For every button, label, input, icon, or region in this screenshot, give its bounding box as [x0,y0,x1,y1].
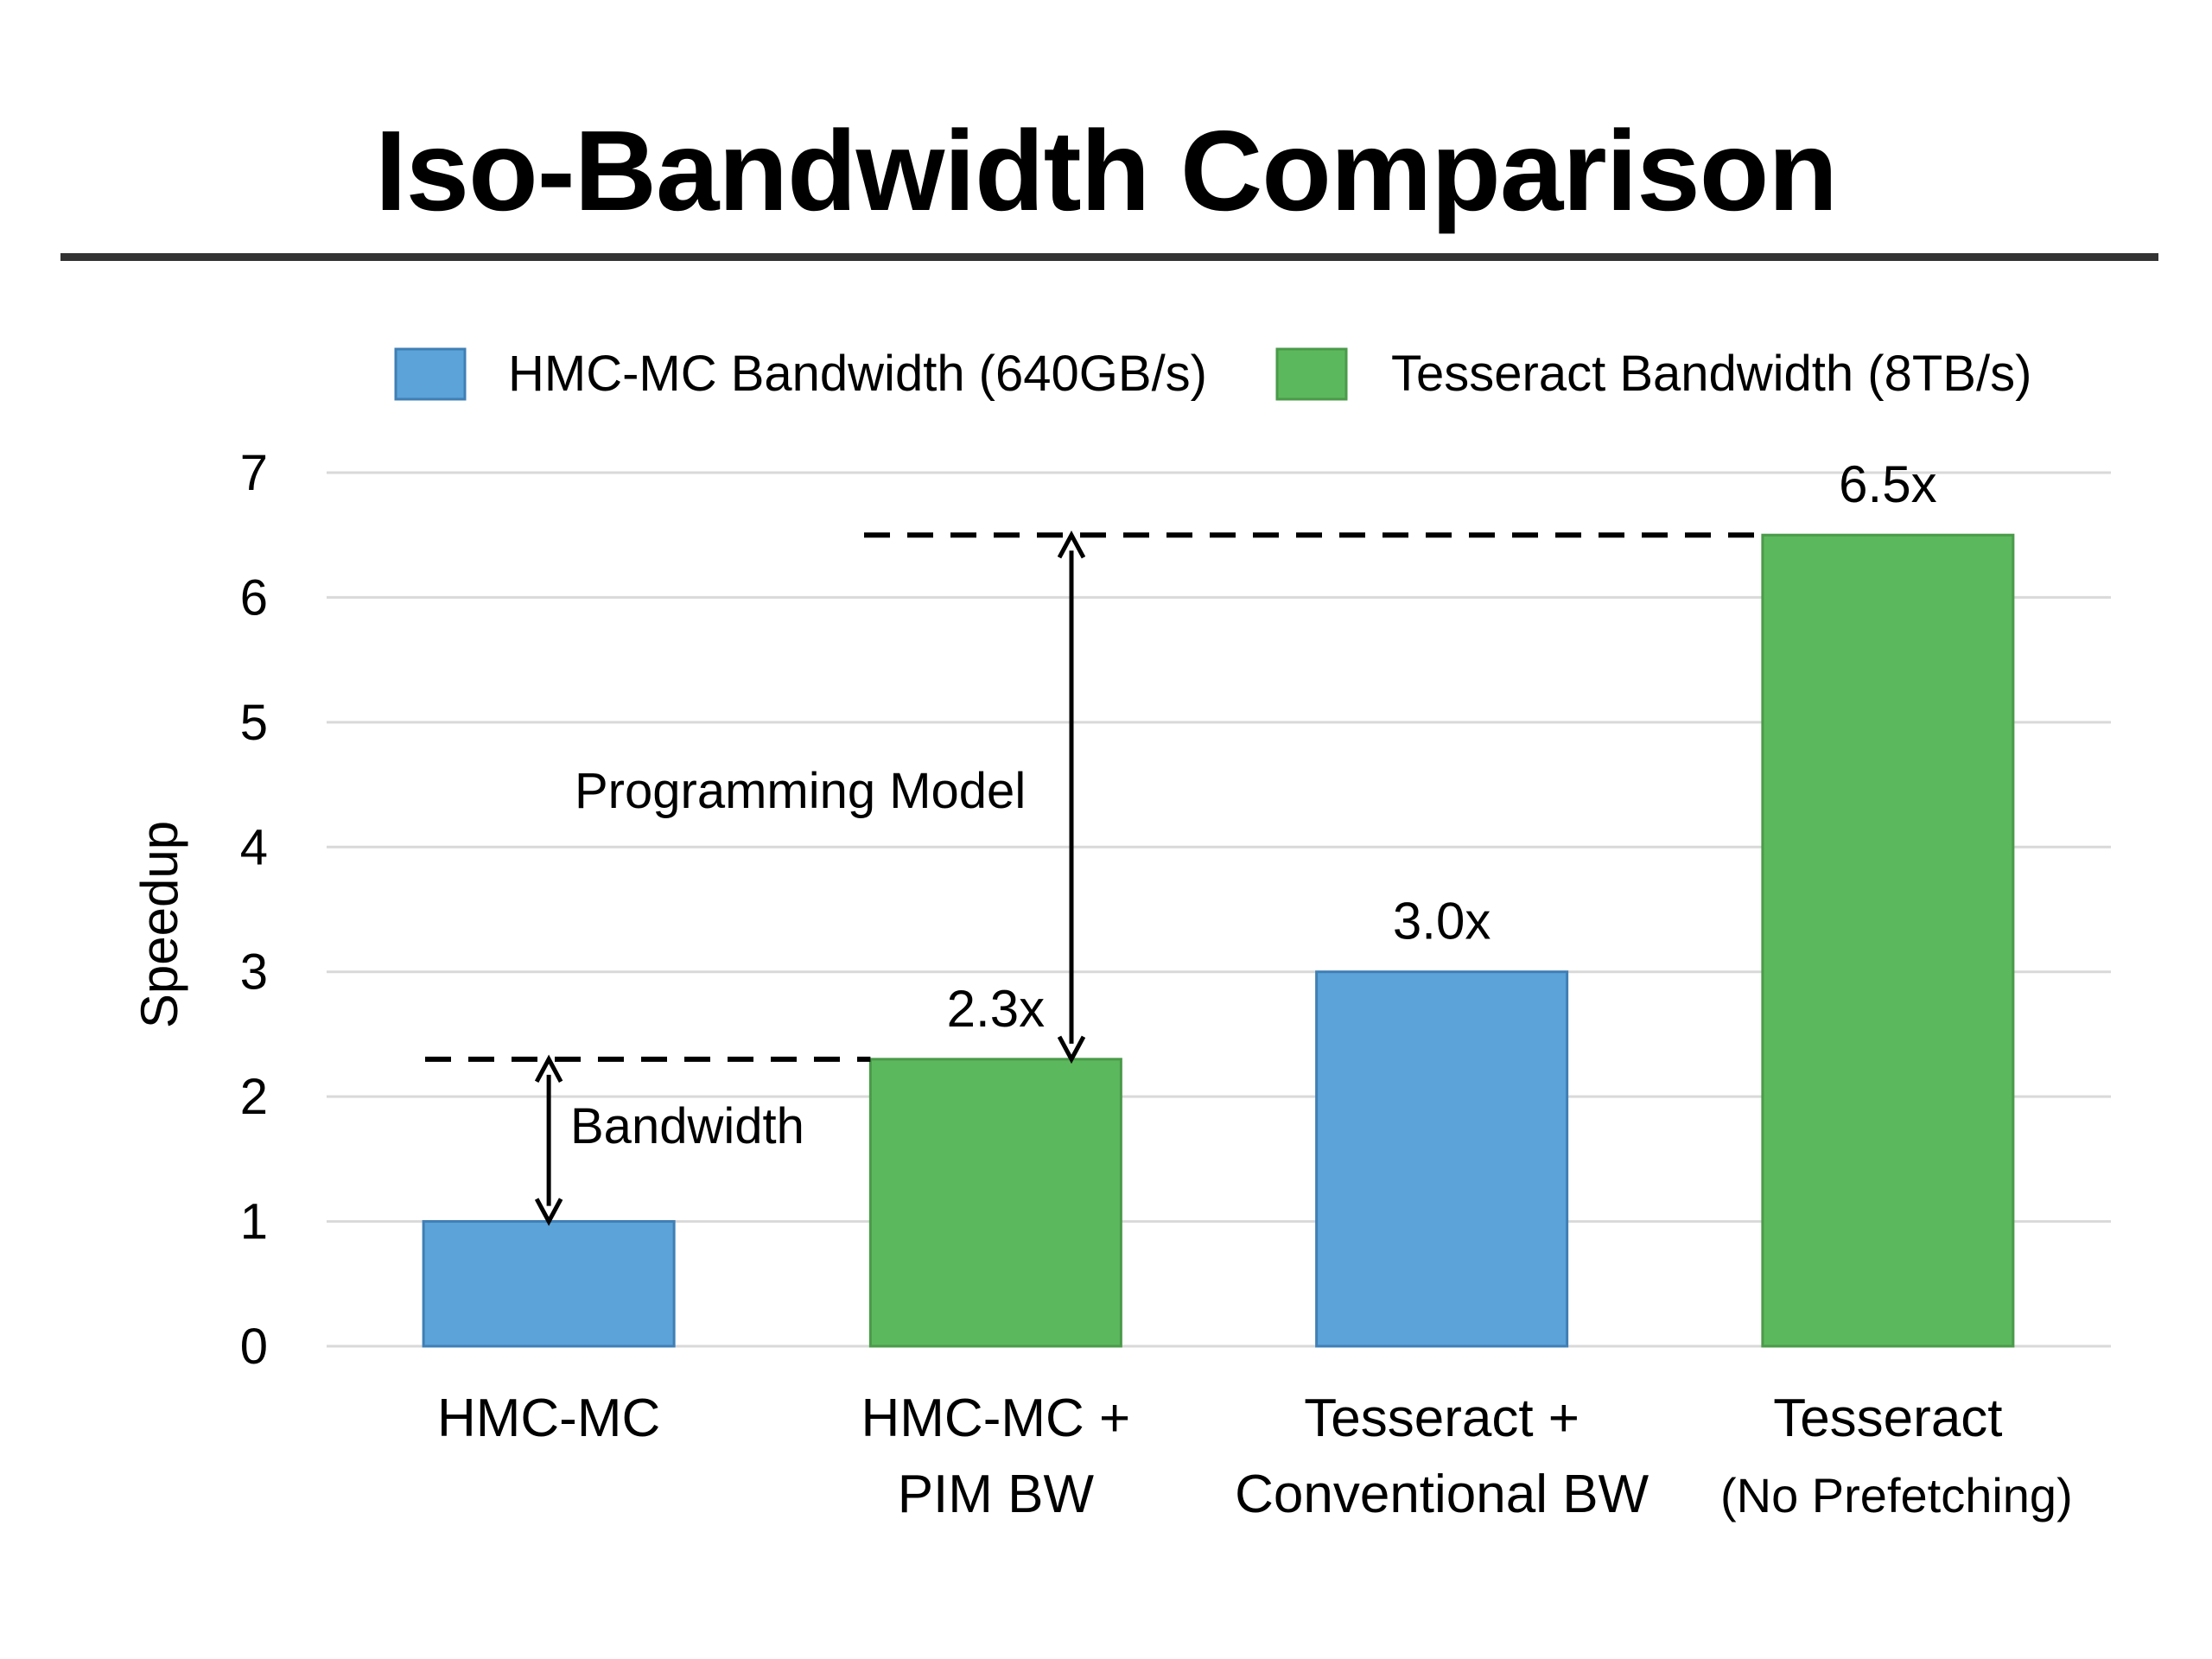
data-label: 3.0x [1393,893,1491,950]
legend-swatch [394,347,467,401]
x-category-label: Tesseract + [1304,1389,1580,1448]
x-axis-labels: HMC-MC HMC-MC + PIM BW Tesseract + Conventio… [437,1389,2073,1524]
legend-label: HMC-MC Bandwidth (640GB/s) [508,346,1207,402]
bar [422,1220,676,1348]
slide-title: Iso-Bandwidth Comparison [375,107,1838,234]
y-tick-label: 0 [240,1319,268,1375]
y-axis-title: Speedup [130,821,188,1028]
x-category-label: Conventional BW [1235,1465,1649,1524]
title-divider [60,253,2158,261]
annotation-programming-model-label: Programming Model [575,763,1026,819]
y-tick-label: 3 [240,944,268,1001]
x-category-label: Tesseract [1773,1389,2002,1448]
annotation-bandwidth-label: Bandwidth [570,1098,804,1154]
y-tick-label: 5 [240,695,268,751]
legend-swatch [1275,347,1348,401]
legend-label: Tesseract Bandwidth (8TB/s) [1391,346,2031,402]
x-category-label: HMC-MC + [861,1389,1131,1448]
x-category-label: PIM BW [898,1465,1095,1524]
y-axis-title-group: Speedup [130,821,188,1028]
bandwidth-arrow-head-bottom [534,1198,563,1226]
y-tick-label: 4 [240,819,268,875]
x-category-label: (No Prefetching) [1720,1468,2073,1522]
y-tick-label: 7 [240,445,268,501]
programming-model-arrow-head-bottom [1057,1035,1086,1065]
data-labels: 2.3x 3.0x 6.5x [947,455,1937,1038]
chart-legend: HMC-MC Bandwidth (640GB/s) Tesseract Band… [394,346,2031,402]
y-tick-label: 2 [240,1069,268,1125]
y-axis-ticks: 0 1 2 3 4 5 6 7 [240,445,268,1375]
data-label: 2.3x [947,980,1045,1038]
bars [422,533,2015,1348]
bar [1315,970,1569,1348]
y-tick-label: 6 [240,569,268,626]
bar [868,1058,1122,1348]
programming-model-arrow-head-top [1057,530,1086,559]
x-category-label: HMC-MC [437,1389,660,1448]
y-tick-label: 1 [240,1194,268,1250]
annotations: Bandwidth Programming Model [425,530,1763,1226]
bar [1761,533,2015,1348]
bandwidth-arrow-head-top [534,1054,563,1083]
data-label: 6.5x [1839,455,1936,513]
